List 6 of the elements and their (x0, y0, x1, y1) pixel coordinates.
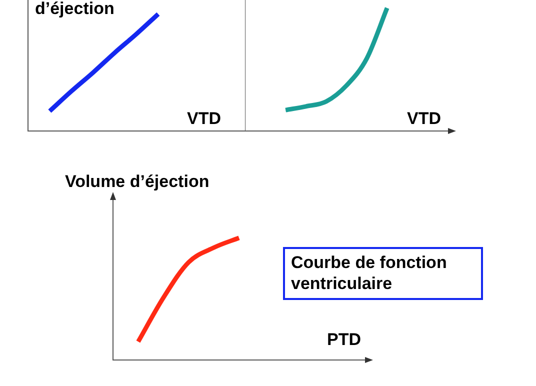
y-axis-title: Volume d’éjection (65, 172, 210, 192)
x-axis-title: VTD (407, 109, 441, 129)
x-axis-title: PTD (327, 330, 361, 350)
x-axis-title: VTD (187, 109, 221, 129)
y-axis-title: d’éjection (35, 0, 114, 19)
annotation: Courbe de fonction ventriculaire (283, 247, 483, 300)
